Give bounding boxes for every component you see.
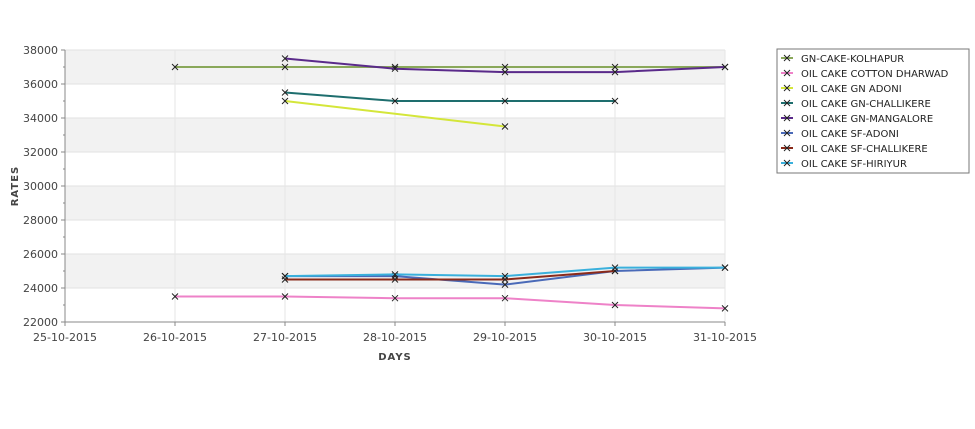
x-axis-title: DAYS bbox=[378, 352, 412, 363]
legend-item: OIL CAKE GN ADONI bbox=[781, 84, 902, 95]
data-point bbox=[501, 123, 509, 130]
data-point bbox=[611, 264, 619, 271]
legend-item: OIL CAKE SF-ADONI bbox=[781, 129, 899, 140]
y-tick-label: 32000 bbox=[23, 146, 58, 159]
data-point bbox=[391, 271, 399, 278]
data-point bbox=[391, 276, 399, 283]
legend-marker bbox=[783, 159, 791, 167]
data-point bbox=[611, 97, 619, 105]
data-point bbox=[281, 97, 289, 105]
legend: GN-CAKE-KOLHAPUR OIL CAKE COTTON DHARWAD O… bbox=[776, 48, 970, 174]
legend-label: OIL CAKE COTTON DHARWAD bbox=[801, 69, 949, 80]
data-point bbox=[611, 301, 619, 309]
legend-label: OIL CAKE SF-ADONI bbox=[801, 129, 899, 140]
legend-item: OIL CAKE SF-HIRIYUR bbox=[781, 159, 907, 170]
legend-marker bbox=[783, 114, 791, 122]
y-tick-label: 22000 bbox=[23, 316, 58, 329]
legend-item: OIL CAKE SF-CHALLIKERE bbox=[781, 144, 928, 155]
y-tick-label: 30000 bbox=[23, 180, 58, 193]
legend-label: OIL CAKE SF-CHALLIKERE bbox=[801, 144, 928, 155]
data-point bbox=[391, 97, 399, 105]
data-point bbox=[281, 293, 289, 300]
series-line bbox=[284, 91, 615, 102]
series-3 bbox=[281, 97, 509, 130]
data-point bbox=[501, 281, 509, 288]
x-tick-label: 25-10-2015 bbox=[33, 331, 97, 344]
y-tick-label: 28000 bbox=[23, 214, 58, 227]
data-point bbox=[721, 63, 729, 71]
data-point bbox=[501, 68, 509, 76]
series-5 bbox=[281, 55, 729, 76]
series-7 bbox=[281, 267, 619, 283]
x-tick-label: 26-10-2015 bbox=[143, 331, 207, 344]
data-point bbox=[721, 264, 729, 271]
legend-item: OIL CAKE GN-MANGALORE bbox=[781, 114, 933, 125]
data-point bbox=[501, 294, 509, 302]
legend-item: OIL CAKE GN-CHALLIKERE bbox=[781, 99, 931, 110]
series-4 bbox=[281, 89, 619, 105]
data-point bbox=[501, 272, 509, 280]
data-point bbox=[281, 272, 289, 280]
series-2 bbox=[171, 293, 729, 312]
data-point bbox=[501, 97, 509, 105]
series-lines bbox=[171, 55, 729, 312]
data-point bbox=[391, 65, 399, 73]
data-point bbox=[281, 63, 289, 71]
legend-label: GN-CAKE-KOLHAPUR bbox=[801, 54, 904, 65]
x-tick-label: 29-10-2015 bbox=[473, 331, 537, 344]
data-point bbox=[611, 68, 619, 76]
data-point bbox=[611, 63, 619, 71]
data-point bbox=[171, 293, 179, 300]
x-tick-label: 28-10-2015 bbox=[363, 331, 427, 344]
data-point bbox=[721, 305, 729, 312]
y-tick-label: 34000 bbox=[23, 112, 58, 125]
y-axis-ticks: 22000 24000 26000 28000 30000 32000 34000 36000… bbox=[23, 44, 65, 329]
x-tick-label: 27-10-2015 bbox=[253, 331, 317, 344]
legend-marker bbox=[783, 144, 791, 152]
legend-marker bbox=[783, 99, 791, 107]
data-point bbox=[281, 55, 289, 62]
legend-label: OIL CAKE GN-CHALLIKERE bbox=[801, 99, 931, 110]
y-tick-label: 24000 bbox=[23, 282, 58, 295]
data-point bbox=[501, 63, 509, 71]
legend-marker bbox=[783, 84, 791, 92]
legend-item: OIL CAKE COTTON DHARWAD bbox=[781, 69, 949, 80]
data-point bbox=[281, 89, 289, 96]
legend-label: OIL CAKE GN-MANGALORE bbox=[801, 114, 933, 125]
series-8 bbox=[281, 264, 729, 280]
x-tick-label: 31-10-2015 bbox=[693, 331, 757, 344]
y-tick-label: 38000 bbox=[23, 44, 58, 57]
legend-item: GN-CAKE-KOLHAPUR bbox=[781, 54, 904, 65]
legend-label: OIL CAKE SF-HIRIYUR bbox=[801, 159, 907, 170]
series-line bbox=[284, 100, 506, 128]
legend-marker bbox=[783, 54, 791, 62]
data-point bbox=[171, 63, 179, 71]
legend-label: OIL CAKE GN ADONI bbox=[801, 84, 902, 95]
legend-box bbox=[776, 48, 970, 174]
data-point bbox=[391, 294, 399, 302]
x-tick-label: 30-10-2015 bbox=[583, 331, 647, 344]
legend-marker bbox=[783, 129, 791, 137]
x-axis-ticks: 25-10-2015 26-10-2015 27-10-2015 28-10-2015… bbox=[33, 322, 757, 344]
y-tick-label: 36000 bbox=[23, 78, 58, 91]
y-axis-title: RATES bbox=[10, 166, 21, 207]
y-tick-label: 26000 bbox=[23, 248, 58, 261]
series-line bbox=[175, 295, 726, 310]
series-line bbox=[285, 270, 616, 281]
legend-marker bbox=[783, 69, 791, 77]
